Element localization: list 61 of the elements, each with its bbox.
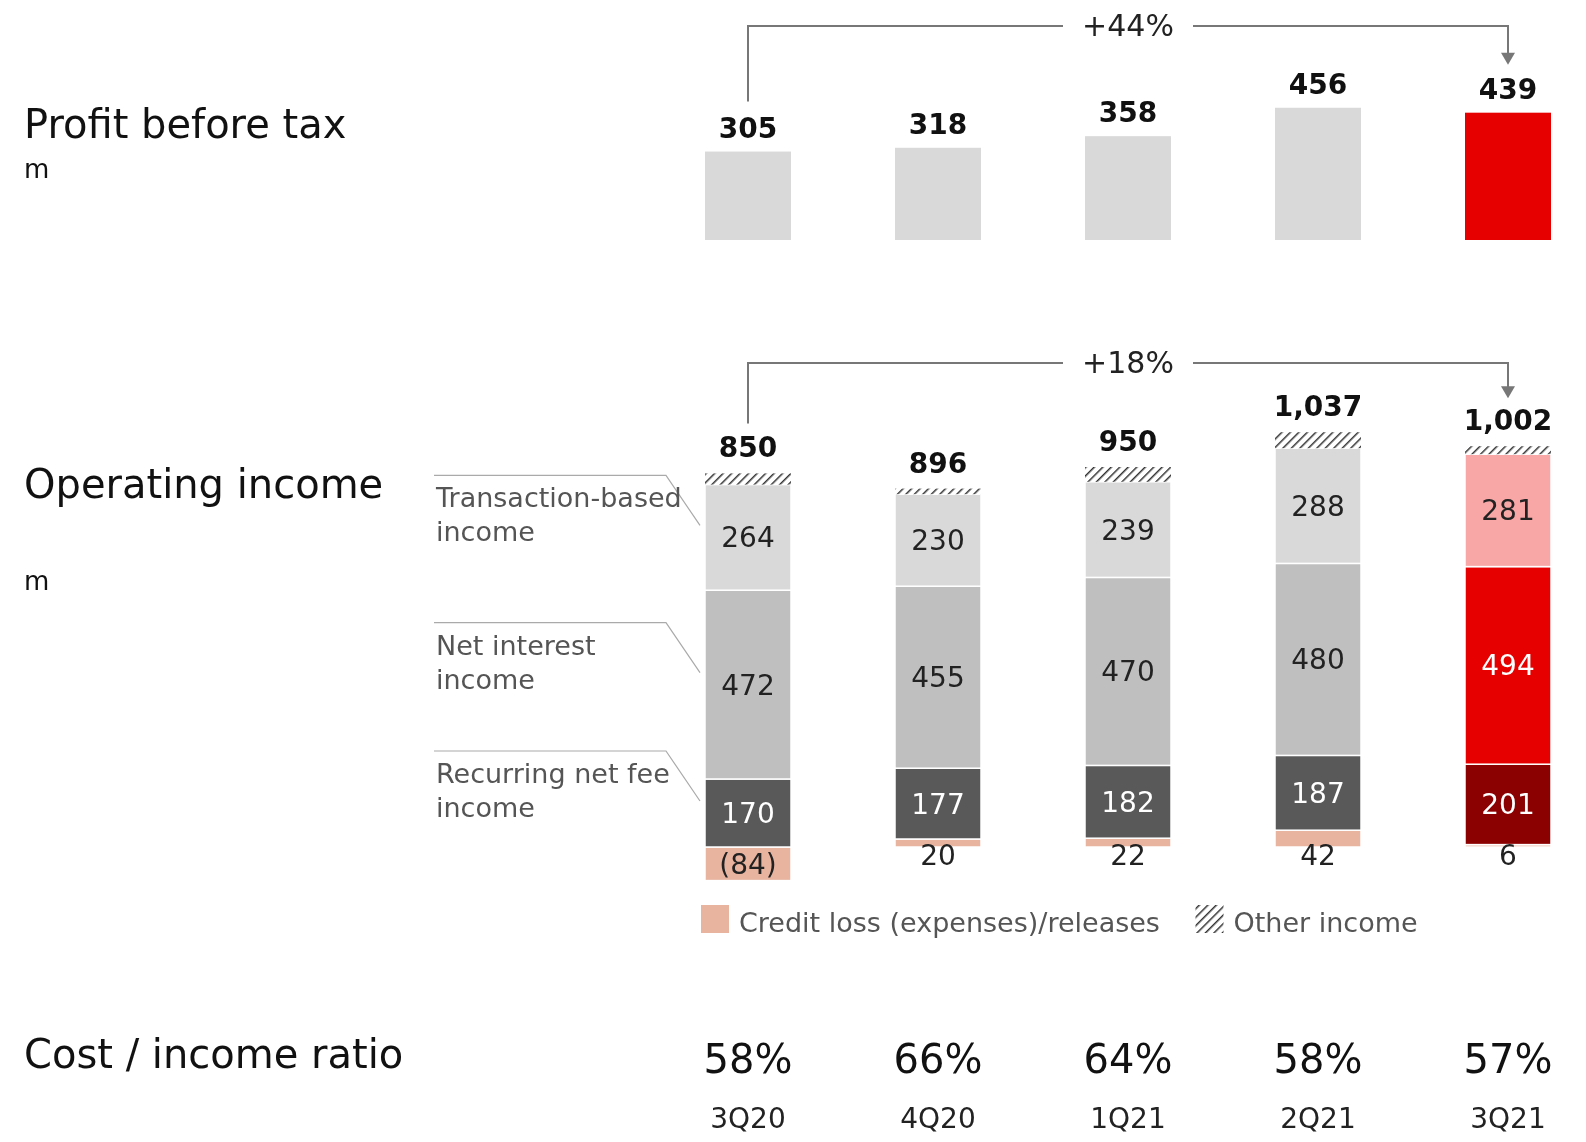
data-label: 57% [1463, 1036, 1553, 1082]
data-label: 439 [1478, 72, 1538, 106]
total-label: 896 [908, 446, 968, 480]
bar [1465, 446, 1551, 455]
category-label: 3Q20 [710, 1102, 786, 1135]
series-label: Recurring net fee income [436, 758, 670, 823]
data-label: 494 [1481, 649, 1535, 683]
bar [1465, 112, 1551, 240]
data-label: 22 [1110, 839, 1146, 872]
category-label: 1Q21 [1090, 1102, 1166, 1135]
data-label: 187 [1291, 776, 1345, 810]
data-label: 58% [1273, 1036, 1363, 1082]
data-label: 281 [1481, 494, 1535, 528]
data-label: 66% [893, 1036, 983, 1082]
bar [705, 151, 791, 240]
data-label: 480 [1291, 643, 1345, 677]
data-label: 182 [1101, 785, 1155, 819]
legend-label: Other income [1233, 907, 1418, 938]
y-axis-title: Profit before tax [24, 101, 347, 147]
data-label: 58% [703, 1036, 793, 1082]
data-label: 42 [1300, 839, 1336, 872]
bar [1085, 136, 1171, 240]
data-label: 472 [721, 668, 775, 702]
text: m [24, 154, 50, 184]
bar [895, 147, 981, 240]
bar [1085, 467, 1171, 482]
bar [705, 473, 791, 485]
data-label: (84) [719, 847, 777, 881]
category-label: 3Q21 [1470, 1102, 1546, 1135]
text: +18% [1082, 345, 1174, 380]
total-label: 1,002 [1463, 404, 1553, 438]
data-label: 456 [1288, 67, 1348, 101]
category-label: 2Q21 [1280, 1102, 1356, 1135]
text: m [24, 566, 50, 596]
legend-label: Credit loss (expenses)/releases [739, 907, 1160, 938]
y-axis-title: Operating income [24, 461, 384, 507]
text: +44% [1082, 8, 1174, 43]
data-label: 305 [718, 111, 778, 145]
data-label: 64% [1083, 1036, 1173, 1082]
data-label: 239 [1101, 513, 1155, 547]
data-label: 288 [1291, 489, 1345, 523]
text: Net interest income [436, 629, 596, 695]
data-label: 318 [908, 107, 968, 141]
data-label: 470 [1101, 655, 1155, 689]
data-label: 230 [911, 524, 965, 558]
text: Cost / income ratio [24, 1031, 404, 1077]
bar [1275, 432, 1361, 449]
data-label: 177 [911, 787, 965, 821]
data-label: 455 [911, 661, 965, 695]
data-label: 358 [1098, 96, 1158, 130]
data-label: 264 [721, 521, 775, 555]
data-label: 6 [1499, 839, 1517, 872]
data-label: 20 [920, 839, 956, 872]
total-label: 1,037 [1273, 390, 1363, 424]
total-label: 950 [1098, 425, 1158, 458]
data-label: 170 [721, 797, 775, 830]
category-label: 4Q20 [900, 1102, 976, 1135]
series-label: Transaction-based income [435, 482, 682, 548]
total-label: 850 [718, 431, 778, 465]
bar [1275, 107, 1361, 240]
data-label: 201 [1481, 788, 1535, 822]
